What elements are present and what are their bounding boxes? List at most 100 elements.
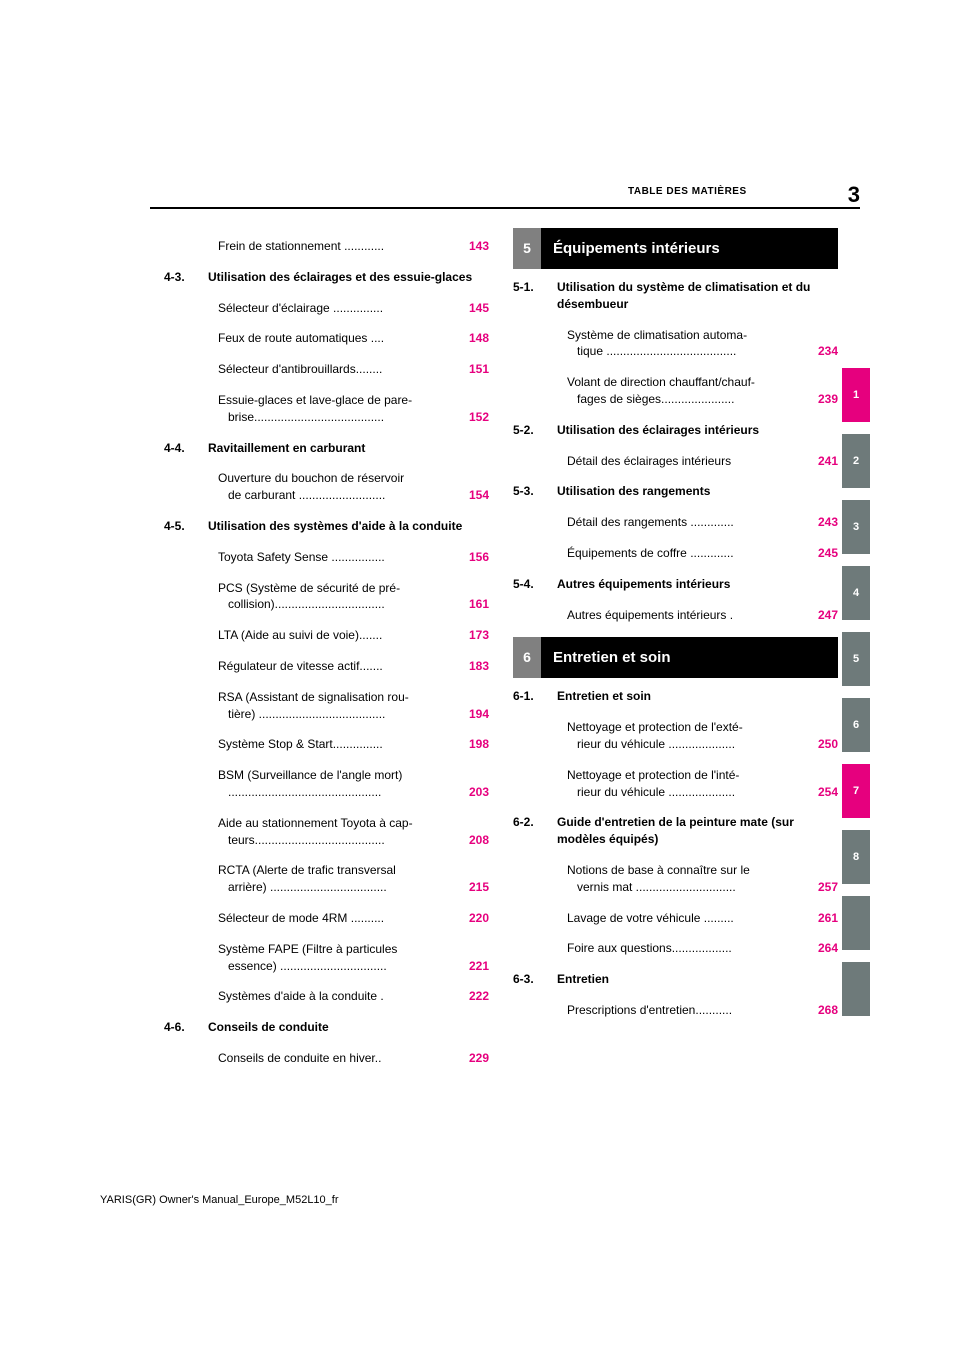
right-column: 5 Équipements intérieurs 5-1. Utilisatio… [513, 224, 838, 1081]
toc-item: Prescriptions d'entretien...........268 [557, 1002, 838, 1019]
toc-page[interactable]: 145 [469, 300, 489, 317]
toc-page[interactable]: 215 [469, 879, 489, 896]
toc-page[interactable]: 154 [469, 487, 489, 504]
toc-section: 5-1. Utilisation du système de climatisa… [513, 279, 838, 313]
toc-item: Sélecteur d'antibrouillards........ 151 [208, 361, 489, 378]
toc-item: RCTA (Alerte de trafic transversalarrièr… [208, 862, 489, 896]
toc-page[interactable]: 148 [469, 330, 489, 347]
toc-item: Systèmes d'aide à la conduite .222 [208, 988, 489, 1005]
toc-section-number: 6-3. [513, 971, 534, 988]
toc-section-number: 4-6. [164, 1019, 185, 1036]
toc-section-number: 4-4. [164, 440, 185, 457]
toc-item: Foire aux questions..................264 [557, 940, 838, 957]
toc-page[interactable]: 264 [818, 940, 838, 957]
toc-page[interactable]: 222 [469, 988, 489, 1005]
side-tab-blank[interactable] [842, 962, 870, 1016]
footer-text: YARIS(GR) Owner's Manual_Europe_M52L10_f… [100, 1194, 339, 1206]
chapter-heading[interactable]: 6 Entretien et soin [513, 637, 838, 678]
toc-text: Feux de route automatiques .... [218, 330, 457, 347]
toc-text: Sélecteur de mode 4RM .......... [218, 910, 457, 927]
toc-page[interactable]: 268 [818, 1002, 838, 1019]
toc-text-cont: brise...................................… [218, 409, 457, 426]
toc-page[interactable]: 161 [469, 596, 489, 613]
toc-page[interactable]: 247 [818, 607, 838, 624]
side-tab-6[interactable]: 6 [842, 698, 870, 752]
toc-page[interactable]: 241 [818, 453, 838, 470]
side-tab-2[interactable]: 2 [842, 434, 870, 488]
toc-text: RCTA (Alerte de trafic transversal [218, 862, 457, 879]
toc-text: Notions de base à connaître sur le [567, 862, 806, 879]
side-tab-3[interactable]: 3 [842, 500, 870, 554]
toc-item: Essuie-glaces et lave-glace de pare-bris… [208, 392, 489, 426]
toc-section-number: 4-5. [164, 518, 185, 535]
toc-item: Système FAPE (Filtre à particulesessence… [208, 941, 489, 975]
header-title: TABLE DES MATIÈRES [628, 186, 747, 197]
toc-item: Frein de stationnement ............ 143 [208, 238, 489, 255]
toc-page[interactable]: 243 [818, 514, 838, 531]
toc-text: Détail des éclairages intérieurs [567, 453, 806, 470]
toc-page[interactable]: 203 [469, 784, 489, 801]
toc-page[interactable]: 151 [469, 361, 489, 378]
toc-section: 5-3. Utilisation des rangements [513, 483, 838, 500]
toc-page[interactable]: 239 [818, 391, 838, 408]
toc-text: Conseils de conduite en hiver.. [218, 1050, 457, 1067]
toc-text: Équipements de coffre ............. [567, 545, 806, 562]
toc-page[interactable]: 173 [469, 627, 489, 644]
left-column: Frein de stationnement ............ 143 … [164, 224, 489, 1081]
toc-item: Équipements de coffre ............. 245 [557, 545, 838, 562]
side-tab-8[interactable]: 8 [842, 830, 870, 884]
toc-section: 5-4. Autres équipements intérieurs [513, 576, 838, 593]
page-number: 3 [848, 182, 860, 208]
toc-section: 6-1. Entretien et soin [513, 688, 838, 705]
toc-item: Feux de route automatiques .... 148 [208, 330, 489, 347]
toc-section-number: 6-1. [513, 688, 534, 705]
toc-page[interactable]: 220 [469, 910, 489, 927]
toc-text-cont: collision)..............................… [218, 596, 457, 613]
toc-page[interactable]: 245 [818, 545, 838, 562]
toc-page[interactable]: 152 [469, 409, 489, 426]
side-tab-7[interactable]: 7 [842, 764, 870, 818]
toc-text: Sélecteur d'antibrouillards........ [218, 361, 457, 378]
page: TABLE DES MATIÈRES 3 Frein de stationnem… [0, 0, 960, 1358]
chapter-label: Entretien et soin [541, 637, 838, 678]
toc-section-number: 5-4. [513, 576, 534, 593]
toc-page[interactable]: 234 [818, 343, 838, 360]
side-tab-5[interactable]: 5 [842, 632, 870, 686]
toc-text-cont: essence) ...............................… [218, 958, 457, 975]
toc-text-cont: de carburant .......................... [218, 487, 457, 504]
toc-text-cont: ........................................… [218, 784, 457, 801]
toc-page[interactable]: 194 [469, 706, 489, 723]
toc-text-cont: tière) .................................… [218, 706, 457, 723]
toc-text: Aide au stationnement Toyota à cap- [218, 815, 457, 832]
toc-page[interactable]: 221 [469, 958, 489, 975]
toc-page[interactable]: 261 [818, 910, 838, 927]
chapter-heading[interactable]: 5 Équipements intérieurs [513, 228, 838, 269]
toc-section-title: Utilisation des rangements [557, 484, 710, 498]
toc-page[interactable]: 156 [469, 549, 489, 566]
toc-page[interactable]: 229 [469, 1050, 489, 1067]
toc-text-cont: rieur du véhicule .................... [567, 736, 806, 753]
side-tabs: 1 2 3 4 5 6 7 8 [842, 368, 870, 1028]
toc-page[interactable]: 183 [469, 658, 489, 675]
side-tab-4[interactable]: 4 [842, 566, 870, 620]
toc-page[interactable]: 208 [469, 832, 489, 849]
toc-page[interactable]: 143 [469, 238, 489, 255]
toc-item: Conseils de conduite en hiver.. 229 [208, 1050, 489, 1067]
toc-section-number: 5-1. [513, 279, 534, 296]
toc-page[interactable]: 254 [818, 784, 838, 801]
toc-page[interactable]: 198 [469, 736, 489, 753]
toc-section-number: 4-3. [164, 269, 185, 286]
side-tab-blank[interactable] [842, 896, 870, 950]
side-tab-1[interactable]: 1 [842, 368, 870, 422]
toc-item: Lavage de votre véhicule .........261 [557, 910, 838, 927]
toc-item: Toyota Safety Sense ................156 [208, 549, 489, 566]
toc-page[interactable]: 250 [818, 736, 838, 753]
toc-text-cont: rieur du véhicule .................... [567, 784, 806, 801]
toc-item: Détail des rangements .............243 [557, 514, 838, 531]
toc-text: Volant de direction chauffant/chauf- [567, 374, 806, 391]
header-rule [150, 207, 860, 209]
toc-item: Volant de direction chauffant/chauf-fage… [557, 374, 838, 408]
toc-page[interactable]: 257 [818, 879, 838, 896]
chapter-number: 6 [513, 637, 541, 678]
toc-item: RSA (Assistant de signalisation rou-tièr… [208, 689, 489, 723]
